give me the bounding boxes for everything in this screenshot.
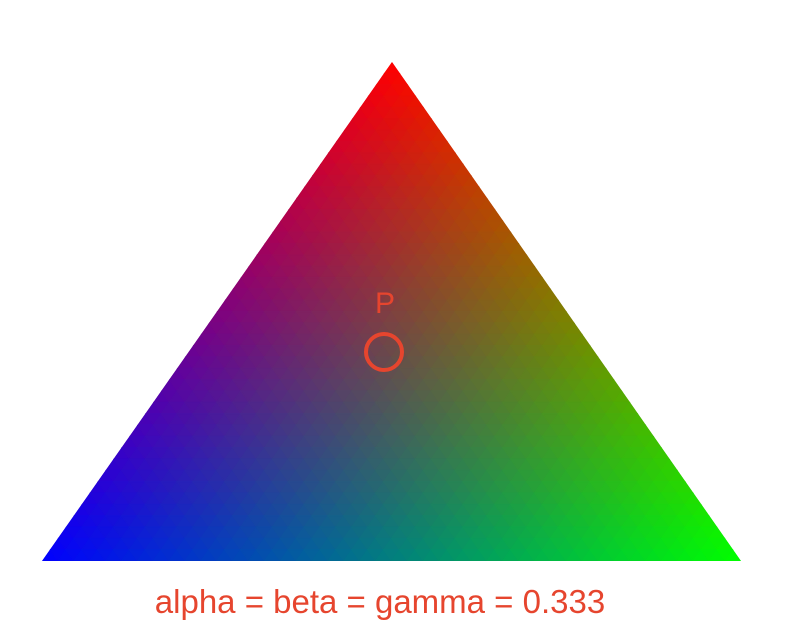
point-p-marker xyxy=(364,332,404,372)
color-cell xyxy=(382,62,402,74)
color-cell xyxy=(723,548,741,561)
weights-caption: alpha = beta = gamma = 0.333 xyxy=(155,583,605,620)
point-p-label: P xyxy=(375,287,395,320)
color-triangle xyxy=(42,62,741,561)
